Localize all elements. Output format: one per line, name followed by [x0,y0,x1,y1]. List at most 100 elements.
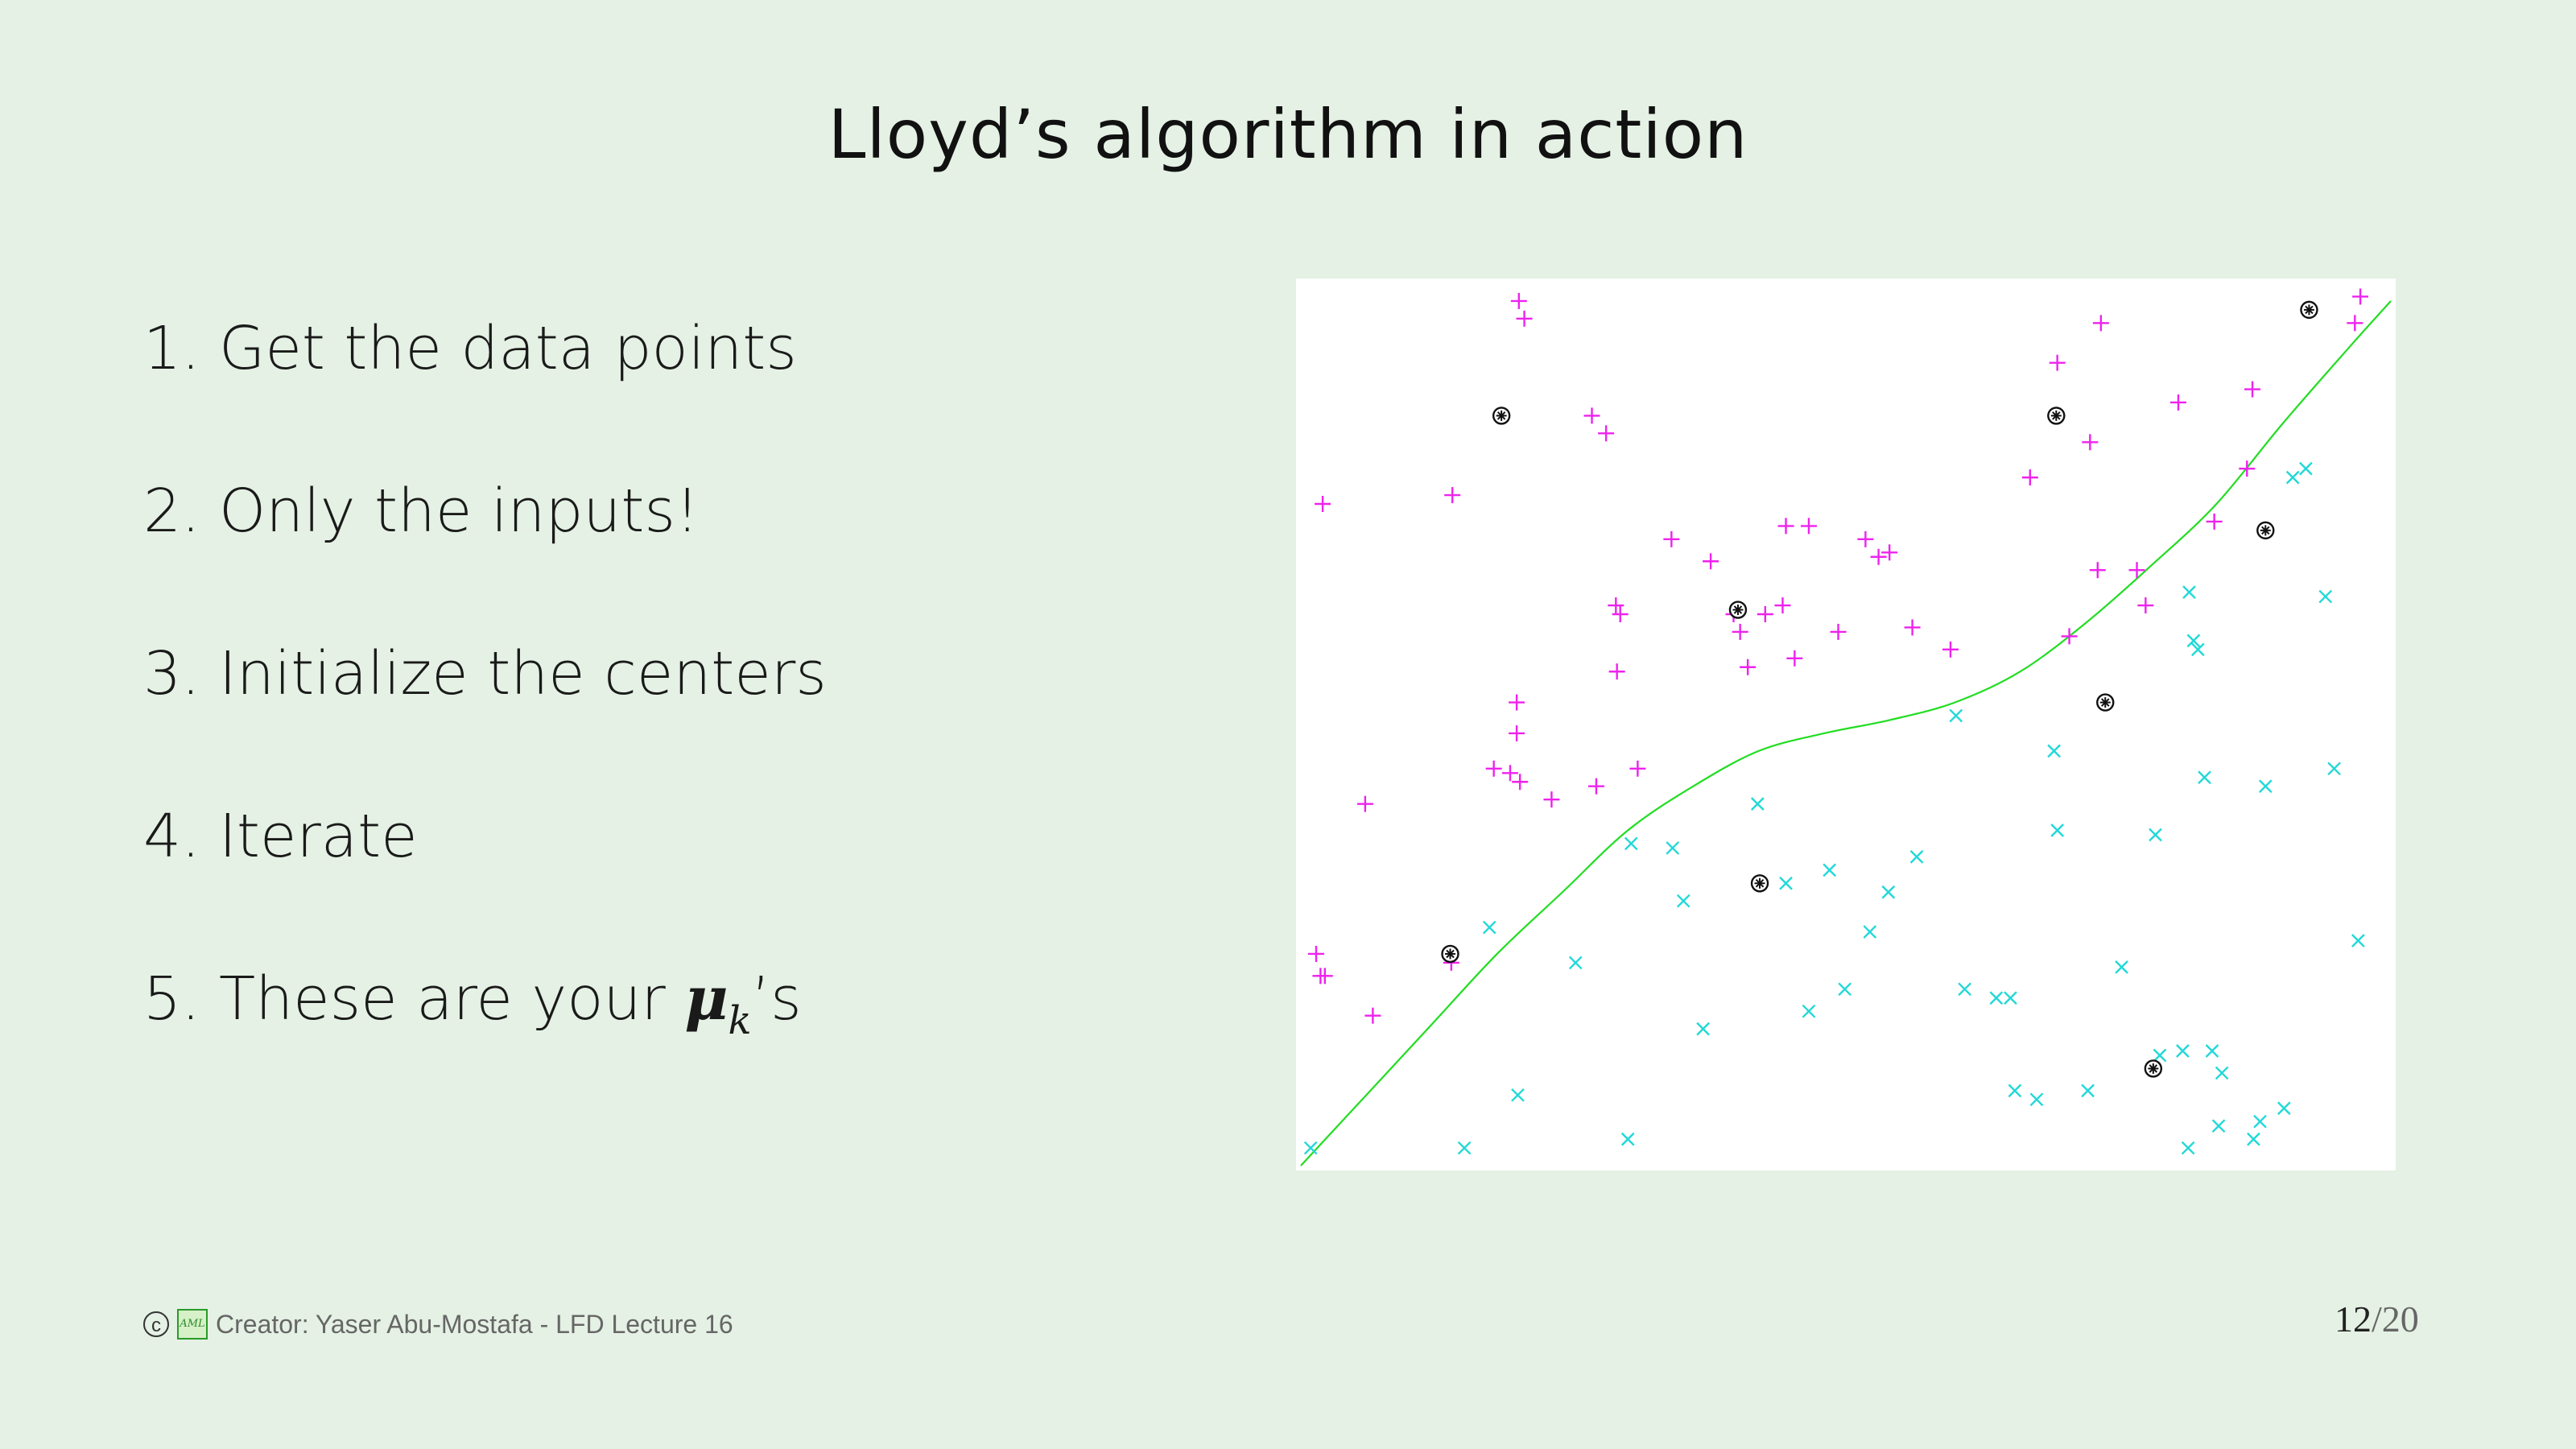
negative-point-cross-marker [2211,1119,2226,1133]
positive-point-plus-marker [1830,623,1847,640]
cluster-center-marker [2256,521,2275,540]
step-text: Only the inputs! [219,477,700,546]
step-4: 4. Iterate [143,802,418,871]
positive-point-plus-marker [1501,765,1518,782]
negative-point-cross-marker [2186,634,2201,648]
positive-point-plus-marker [2082,434,2099,451]
positive-point-plus-marker [1757,606,1773,622]
positive-point-plus-marker [1512,774,1529,791]
positive-point-plus-marker [2352,288,2369,305]
page-separator: / [2372,1298,2382,1340]
step-number: 1. [143,314,200,383]
copyright-icon: c [143,1311,169,1337]
positive-point-plus-marker [1516,310,1533,327]
positive-point-plus-marker [2061,628,2078,645]
step-suffix: ’s [751,964,802,1034]
negative-point-cross-marker [1511,1088,1525,1102]
cluster-center-marker [1728,601,1748,619]
positive-point-plus-marker [2049,354,2066,371]
positive-point-plus-marker [2092,315,2109,332]
cluster-center-marker [1750,874,1769,893]
creator-credit: Creator: Yaser Abu-Mostafa - LFD Lecture… [216,1309,733,1339]
negative-point-cross-marker [2047,744,2061,758]
positive-point-plus-marker [1800,518,1817,535]
page-number: 12/20 [2334,1298,2419,1340]
cluster-center-marker [1441,944,1459,964]
scatter-plot-svg [1300,288,2392,1166]
step-2: 2. Only the inputs! [143,477,700,546]
positive-point-plus-marker [1904,619,1921,636]
positive-point-plus-marker [1316,968,1333,985]
negative-point-cross-marker [2198,770,2211,785]
positive-point-plus-marker [1598,425,1615,442]
negative-point-cross-marker [2351,934,2365,947]
negative-point-cross-marker [2029,1092,2044,1107]
negative-point-cross-marker [1676,894,1690,908]
negative-point-cross-marker [2149,828,2162,842]
negative-point-cross-marker [2153,1048,2167,1063]
positive-point-plus-marker [1509,724,1525,741]
positive-point-plus-marker [1612,606,1629,622]
positive-point-plus-marker [2021,469,2038,486]
negative-point-cross-marker [1666,841,1680,855]
negative-point-cross-marker [1823,863,1837,877]
negative-point-cross-marker [1863,925,1877,939]
positive-point-plus-marker [2239,460,2256,477]
step-text: Iterate [219,802,418,871]
positive-point-plus-marker [1485,760,1502,777]
negative-point-cross-marker [1779,876,1793,890]
negative-point-cross-marker [2285,470,2300,485]
total-pages: 20 [2381,1298,2419,1340]
aml-logo-icon: AML [177,1309,208,1340]
negative-point-cross-marker [2318,589,2333,604]
negative-point-cross-marker [1624,836,1638,851]
negative-point-cross-marker [1568,956,1583,970]
negative-point-cross-marker [2004,991,2017,1005]
negative-point-cross-marker [2115,960,2128,974]
positive-point-plus-marker [1587,778,1604,795]
negative-point-cross-marker [1482,920,1496,935]
cluster-center-marker [2096,693,2115,712]
cluster-center-marker [2047,407,2066,425]
cluster-center-marker [1492,407,1511,425]
step-text: Get the data points [219,314,797,383]
positive-point-plus-marker [2347,315,2363,332]
positive-point-plus-marker [1510,292,1527,309]
cluster-center-marker [2300,300,2318,320]
step-5: 5. These are your μk’s [143,964,802,1043]
positive-point-plus-marker [1608,663,1625,680]
negative-point-cross-marker [1457,1141,1472,1155]
positive-point-plus-marker [2169,394,2186,411]
negative-point-cross-marker [1750,797,1765,811]
positive-point-plus-marker [1881,544,1898,561]
step-number: 4. [143,802,200,871]
positive-point-plus-marker [2244,381,2261,398]
negative-point-cross-marker [2081,1084,2095,1098]
negative-point-cross-marker [1620,1132,1635,1146]
positive-point-plus-marker [1509,694,1525,711]
cluster-center-marker [2144,1059,2163,1078]
negative-point-cross-marker [2008,1084,2022,1098]
negative-point-cross-marker [1989,991,2004,1005]
step-number: 5. [143,964,200,1034]
negative-point-cross-marker [2215,1066,2229,1080]
slide-title: Lloyd’s algorithm in action [828,95,1748,174]
negative-point-cross-marker [2205,1044,2219,1058]
positive-point-plus-marker [2089,562,2106,579]
positive-point-plus-marker [1740,658,1757,675]
step-1: 1. Get the data points [143,314,797,383]
positive-point-plus-marker [2137,597,2154,614]
negative-point-cross-marker [2253,1114,2267,1129]
negative-point-cross-marker [1696,1022,1710,1036]
positive-point-plus-marker [1629,760,1646,777]
positive-point-plus-marker [1786,650,1803,667]
positive-point-plus-marker [1543,791,1560,808]
negative-point-cross-marker [1802,1004,1816,1018]
positive-point-plus-marker [2128,562,2145,579]
negative-point-cross-marker [1949,708,1963,723]
negative-point-cross-marker [2182,585,2196,599]
positive-point-plus-marker [1364,1007,1381,1024]
scatter-plot [1296,279,2396,1170]
negative-point-cross-marker [2050,824,2065,837]
step-number: 3. [143,639,200,708]
